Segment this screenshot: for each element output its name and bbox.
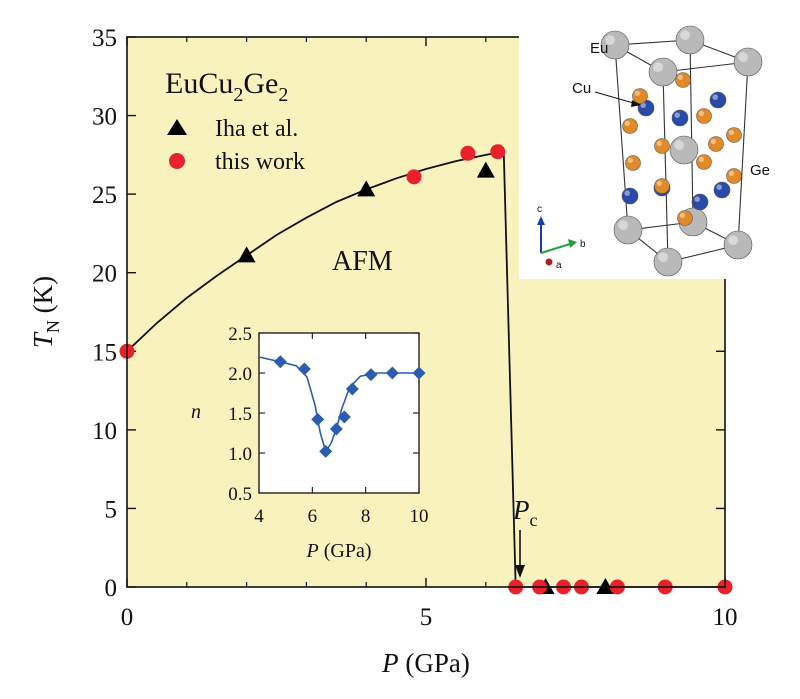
inset-x-axis-title: P (GPa) (306, 540, 372, 562)
y-tick-label: 20 (92, 261, 117, 288)
legend-triangle-marker (167, 119, 187, 135)
cu-atom (709, 91, 727, 109)
eu-atom (675, 25, 705, 55)
y-tick-label: 30 (92, 104, 117, 131)
legend-circle-marker (169, 153, 185, 169)
iha-triangle-point (357, 180, 376, 197)
y-tick-label: 0 (105, 575, 118, 602)
inset-diamond-point (364, 368, 378, 382)
cu-pointer (594, 91, 638, 105)
eu-atom (653, 247, 683, 277)
cu-atom (713, 181, 731, 199)
ge-atom (696, 108, 712, 124)
iha-triangle-point (476, 161, 495, 178)
ge-atom (632, 88, 648, 104)
y-axis-title: TN (K) (28, 276, 63, 348)
x-tick-label: 0 (121, 604, 134, 631)
eu-atom (723, 230, 753, 260)
ge-atom (625, 155, 641, 171)
cu-pointer-head (631, 100, 641, 107)
pc-arrow (515, 530, 525, 578)
cu-atom (691, 193, 709, 211)
eu-atom (600, 30, 630, 60)
x-axis-title: P (GPa) (381, 648, 470, 678)
x-tick-label: 5 (420, 604, 433, 631)
ge-atom (654, 138, 670, 154)
y-tick-label: 35 (92, 25, 117, 52)
compound-label: EuCu2Ge2 (165, 67, 288, 106)
inset-diamond-point (345, 382, 359, 396)
this-work-circle-point (406, 169, 422, 185)
legend: Iha et al. this work (167, 116, 305, 175)
cu-atom (671, 109, 689, 127)
this-work-circle-point (460, 145, 476, 161)
this-work-circle-point (490, 144, 506, 160)
axis-b-label: b (580, 239, 586, 250)
x-tick-label: 10 (713, 604, 738, 631)
eu-atom (733, 47, 763, 77)
axis-c-label: c (537, 204, 542, 215)
ge-atom (622, 118, 638, 134)
inset-y-axis-title: n (191, 401, 201, 423)
legend-label-this-work: this work (215, 149, 305, 175)
ge-atom (726, 127, 742, 143)
eu-label: Eu (590, 40, 608, 57)
inset-y-tick-label: 0.5 (228, 484, 252, 505)
inset-y-tick-label: 2.0 (228, 364, 252, 385)
inset-diamond-point (319, 444, 333, 458)
inset-diamond-point (385, 366, 399, 380)
inset-diamond-point (273, 355, 287, 369)
iha-triangle-point (237, 246, 256, 263)
y-tick-label: 15 (92, 339, 117, 366)
inset-diamond-point (297, 362, 311, 376)
inset-plot-area (258, 332, 420, 494)
inset-y-tick-label: 2.5 (228, 324, 252, 345)
main-plot-frame (126, 36, 726, 588)
ge-atom (675, 72, 691, 88)
cu-label: Cu (572, 80, 591, 97)
tn-fit-line (126, 150, 517, 588)
inset-diamond-point (311, 412, 325, 426)
ge-atom (708, 136, 724, 152)
inset-y-tick-label: 1.5 (228, 404, 252, 425)
y-tick-label: 25 (92, 182, 117, 209)
phase-label: AFM (332, 246, 393, 277)
inset-x-tick-label: 10 (410, 506, 429, 527)
inset-x-tick-label: 4 (254, 506, 264, 527)
cu-atom (621, 187, 639, 205)
inset-x-tick-label: 8 (361, 506, 371, 527)
ge-atom (654, 178, 670, 194)
y-tick-label: 5 (105, 496, 118, 523)
eu-atom (613, 215, 643, 245)
axis-a-label: a (556, 260, 562, 271)
ge-label: Ge (750, 162, 770, 179)
inset-chart: 4 6 8 10 0.5 1.0 1.5 2.0 2.5 n P (GPa) (191, 324, 429, 562)
eu-atom (669, 135, 699, 165)
iha-triangle-point (596, 578, 615, 594)
pc-label: Pc (512, 495, 538, 530)
axis-triad: c b a (537, 204, 586, 271)
crystal-structure-inset: Eu Cu Ge c b a (519, 25, 789, 279)
ge-atom (677, 210, 693, 226)
legend-label-iha: Iha et al. (215, 116, 298, 142)
inset-diamond-point (412, 366, 426, 380)
ge-atom (696, 154, 712, 170)
inset-x-tick-label: 6 (308, 506, 318, 527)
inset-y-tick-label: 1.0 (228, 444, 252, 465)
ge-atom (726, 168, 742, 184)
eu-atom (648, 57, 678, 87)
y-tick-label: 10 (92, 418, 117, 445)
inset-diamond-point (337, 410, 351, 424)
inset-diamond-point (329, 422, 343, 436)
